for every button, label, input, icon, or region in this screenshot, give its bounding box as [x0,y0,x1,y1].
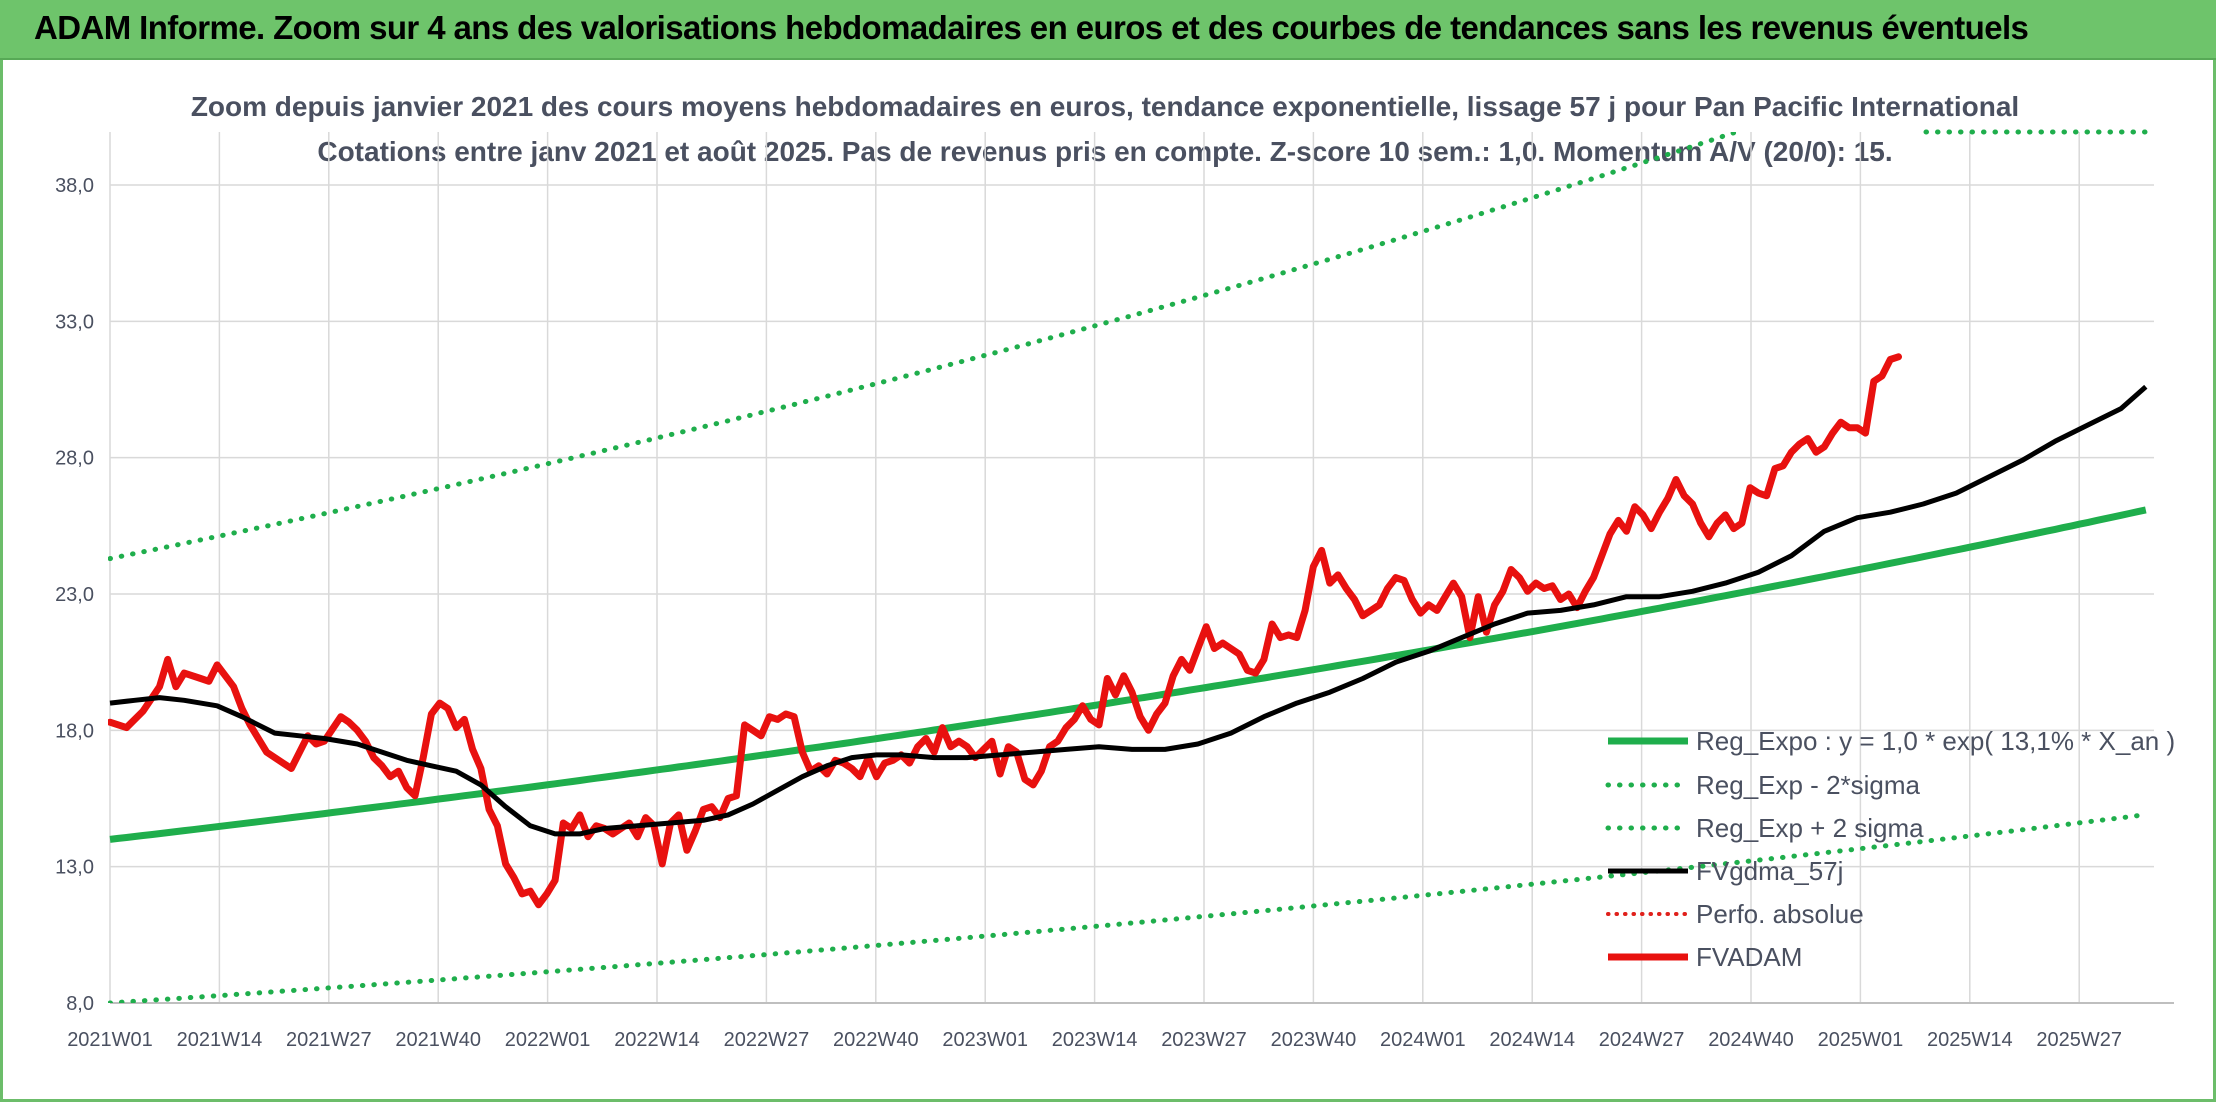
chart-title: Zoom depuis janvier 2021 des cours moyen… [191,91,2019,122]
x-tick-label: 2023W01 [942,1029,1028,1051]
x-tick-label: 2022W14 [614,1029,700,1051]
x-tick-label: 2022W01 [505,1029,591,1051]
series-regression [109,506,2147,843]
legend-label: Reg_Expo : y = 1,0 * exp( 13,1% * X_an ) [1696,726,2175,756]
y-tick-label: 23,0 [55,584,94,606]
legend: Reg_Expo : y = 1,0 * exp( 13,1% * X_an )… [1605,726,2175,972]
y-tick-label: 8,0 [66,993,94,1015]
legend-label: FVgdma_57j [1696,856,1843,886]
x-tick-label: 2021W40 [395,1029,481,1051]
y-tick-label: 28,0 [55,448,94,470]
grid [109,132,2154,1004]
legend-label: Perfo. absolue [1696,899,1864,929]
x-tick-label: 2022W27 [724,1029,810,1051]
x-tick-label: 2025W14 [1927,1029,2013,1051]
y-tick-label: 13,0 [55,857,94,879]
x-tick-label: 2024W14 [1489,1029,1575,1051]
series-fvgdma-57j [109,384,2148,837]
x-tick-label: 2021W14 [177,1029,263,1051]
y-tick-label: 18,0 [55,720,94,742]
legend-label: Reg_Exp + 2 sigma [1696,813,1924,843]
x-tick-label: 2021W27 [286,1029,372,1051]
x-tick-label: 2023W27 [1161,1029,1247,1051]
x-tick-label: 2025W27 [2036,1029,2122,1051]
series-fvadam [108,353,1902,909]
series-lower-band [108,812,2149,1003]
x-tick-label: 2024W27 [1599,1029,1685,1051]
axes: 8,0 13,0 18,0 23,0 28,0 33,0 38,0 2021W01 2021W1… [55,175,2174,1051]
x-tick-label: 2021W01 [67,1029,153,1051]
chart-lines [108,129,2155,1003]
legend-label: FVADAM [1696,942,1802,972]
series-upper-band [108,132,1744,562]
x-tick-label: 2022W40 [833,1029,919,1051]
x-tick-label: 2023W14 [1052,1029,1138,1051]
y-tick-label: 33,0 [55,311,94,333]
x-tick-label: 2023W40 [1271,1029,1357,1051]
x-tick-label: 2024W40 [1708,1029,1794,1051]
x-tick-label: 2025W01 [1818,1029,1904,1051]
chart-subtitle: Cotations entre janv 2021 et août 2025. … [317,136,1892,167]
report-title: ADAM Informe. Zoom sur 4 ans des valoris… [34,9,2029,46]
y-tick-label: 38,0 [55,175,94,197]
x-tick-label: 2024W01 [1380,1029,1466,1051]
legend-label: Reg_Exp - 2*sigma [1696,770,1921,800]
report-banner: ADAM Informe. Zoom sur 4 ans des valoris… [0,0,2216,60]
